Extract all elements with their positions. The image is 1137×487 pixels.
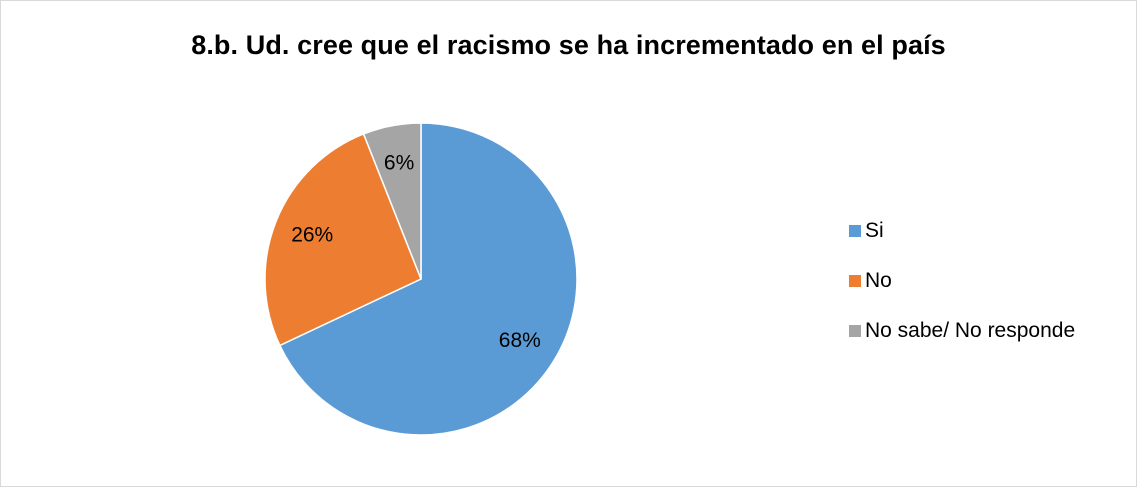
legend: Si No No sabe/ No responde (849, 218, 1129, 368)
legend-swatch (849, 275, 861, 287)
legend-label: No sabe/ No responde (865, 319, 1076, 342)
data-label: 26% (291, 223, 333, 246)
data-label: 68% (499, 329, 541, 352)
pie-slice-si (278, 122, 578, 436)
legend-item: No (849, 268, 1129, 294)
legend-item: Si (849, 218, 1129, 244)
legend-label: No (865, 269, 892, 292)
chart-title: 8.b. Ud. cree que el racismo se ha incre… (191, 30, 946, 60)
legend-swatch (849, 325, 861, 337)
pie-slice-no-sabe-no-responde (362, 122, 422, 280)
legend-swatch (849, 225, 861, 237)
pie-slice-no (264, 132, 422, 347)
data-label: 6% (384, 152, 414, 175)
legend-label: Si (865, 219, 884, 242)
legend-item: No sabe/ No responde (849, 318, 1129, 344)
